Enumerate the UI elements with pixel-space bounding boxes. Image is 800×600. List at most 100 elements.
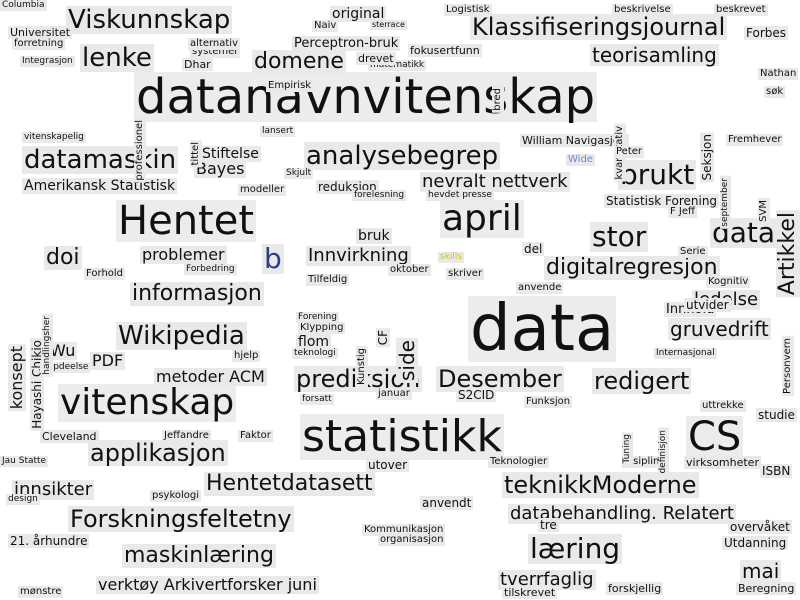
- word-design: design: [6, 494, 40, 505]
- word-domene: domene: [252, 49, 346, 74]
- word-statistisk-forening: Statistisk Forening: [604, 194, 720, 208]
- word-konsept: konsept: [7, 344, 26, 412]
- word-skjult: Skjult: [284, 168, 314, 179]
- word-utvider: utvider: [684, 298, 731, 312]
- word-seksjon: Seksjon: [700, 132, 714, 183]
- word-forskningsfeltetny: Forskningsfeltetny: [68, 505, 294, 533]
- word-wikipedia: Wikipedia: [116, 321, 247, 351]
- word-applikasjon: applikasjon: [88, 439, 228, 467]
- word-jeffandre: Jeffandre: [162, 430, 211, 442]
- word-personvern: Personvern: [782, 336, 794, 396]
- word-bred: bred: [492, 86, 504, 113]
- word-amerikansk-statistisk: Amerikansk Statistisk: [22, 178, 178, 194]
- word-forelesning: forelesning: [352, 190, 407, 201]
- word-desember: Desember: [436, 365, 564, 393]
- word-lenke: lenke: [80, 43, 154, 73]
- word-jau-statte: Jau Statte: [0, 456, 49, 467]
- word-modeller: modeller: [238, 184, 287, 196]
- word-cf: CF: [376, 328, 390, 348]
- word-l-ring: læring: [528, 532, 623, 565]
- word-anvendt: anvendt: [420, 496, 474, 510]
- word-naiv: Naiv: [312, 20, 339, 32]
- word-tittel: tittel: [190, 140, 202, 168]
- word-del: del: [522, 242, 545, 256]
- word-databehandling-relatert: databehandling. Relatert: [508, 503, 736, 524]
- word-original: original: [330, 6, 387, 22]
- word-datamaskin: datamaskin: [22, 145, 179, 175]
- word-statistikk: statistikk: [300, 411, 504, 462]
- word-forhold: Forhold: [84, 268, 126, 280]
- word-forening: Forening: [296, 312, 340, 323]
- word-organisasjon: organisasjon: [378, 534, 446, 546]
- word-brukt: brukt: [618, 158, 697, 191]
- word-kognitiv: Kognitiv: [706, 276, 751, 288]
- word-data: data: [468, 292, 617, 366]
- word-klassifiseringsjournal: Klassifiseringsjournal: [470, 13, 728, 41]
- word-vitenskapelig: vitenskapelig: [22, 132, 86, 143]
- word-handlingsher: handlingsher: [42, 314, 53, 377]
- word-forretning: forretning: [12, 38, 66, 50]
- word-hentetdatasett: Hentetdatasett: [204, 471, 375, 496]
- word-lansert: lansert: [260, 126, 296, 137]
- word-professionel: professionel: [134, 118, 146, 183]
- word-definisjon: definisjon: [658, 428, 669, 476]
- word-bruk: bruk: [356, 228, 392, 244]
- word-nathan: Nathan: [758, 68, 799, 80]
- word-mai: mai: [740, 559, 782, 583]
- word-forskjellig: forskjellig: [606, 582, 664, 595]
- word-stiftelse: Stiftelse: [200, 146, 261, 162]
- word-april: april: [440, 198, 524, 239]
- word-forbedring: Forbedring: [184, 264, 237, 275]
- word-b: b: [262, 242, 284, 275]
- word-doi: doi: [44, 245, 82, 270]
- word-datanavnvitenskap: datanavnvitenskap: [134, 69, 598, 125]
- word-sterrace: sterrace: [370, 20, 407, 30]
- word-september: september: [720, 176, 731, 229]
- word-drevet: drevet: [356, 52, 396, 65]
- word-wide: Wide: [566, 154, 595, 166]
- word-skills: skills: [438, 252, 465, 263]
- word-tilfeldig: Tilfeldig: [306, 274, 350, 286]
- word-virksomheter: virksomheter: [684, 456, 761, 469]
- word-hevdet-presse: hevdet presse: [426, 190, 494, 201]
- word-peter: Peter: [614, 146, 645, 158]
- word-pdf: PDF: [90, 351, 126, 370]
- word-integrasjon: Integrasjon: [20, 56, 75, 67]
- word-internasjonal: Internasjonal: [654, 348, 717, 359]
- word-januar: januar: [376, 388, 412, 400]
- word-serie: Serie: [678, 246, 708, 258]
- word-beskrivelse: beskrivelse: [612, 4, 673, 16]
- word-gruvedrift: gruvedrift: [668, 317, 771, 341]
- word-isbn: ISBN: [760, 464, 793, 478]
- word-metoder-acm: metoder ACM: [154, 367, 267, 386]
- word-perceptron-bruk: Perceptron-bruk: [292, 36, 401, 51]
- word-nevralt-nettverk: nevralt nettverk: [420, 171, 570, 192]
- word-faktor: Faktor: [238, 430, 273, 442]
- word-utover: utover: [366, 458, 410, 472]
- word-psykologi: psykologi: [150, 490, 202, 502]
- word-vitenskap: vitenskap: [58, 382, 237, 423]
- word-teorisamling: teorisamling: [590, 43, 719, 67]
- word-cleveland: Cleveland: [40, 430, 99, 443]
- word-alternativ: alternativ: [188, 38, 240, 50]
- word-utdanning: Utdanning: [722, 536, 789, 550]
- word-skriver: skriver: [446, 268, 485, 280]
- word-digitalregresjon: digitalregresjon: [544, 255, 720, 280]
- word-tverrfaglig: tverrfaglig: [498, 569, 596, 590]
- word-wu: Wu: [48, 341, 78, 360]
- word-teknologi: teknologi: [292, 348, 338, 359]
- word-tre: tre: [538, 518, 559, 532]
- word-popdeelse: popdeelse: [40, 362, 91, 373]
- word-artikkel: Artikkel: [775, 210, 800, 298]
- word-uttrekke: uttrekke: [700, 400, 746, 412]
- word-innvirkning: Innvirkning: [306, 245, 411, 266]
- word-beregning: Beregning: [736, 582, 797, 595]
- word-tuning: Tuning: [622, 432, 633, 466]
- word-flom: flom: [296, 334, 332, 350]
- word-svm: SVM: [758, 198, 770, 224]
- word-f-jeff: F Jeff: [668, 206, 697, 218]
- word-studie: studie: [756, 408, 797, 422]
- word-bayes: Bayes: [194, 159, 247, 178]
- word-oktober: oktober: [388, 264, 431, 276]
